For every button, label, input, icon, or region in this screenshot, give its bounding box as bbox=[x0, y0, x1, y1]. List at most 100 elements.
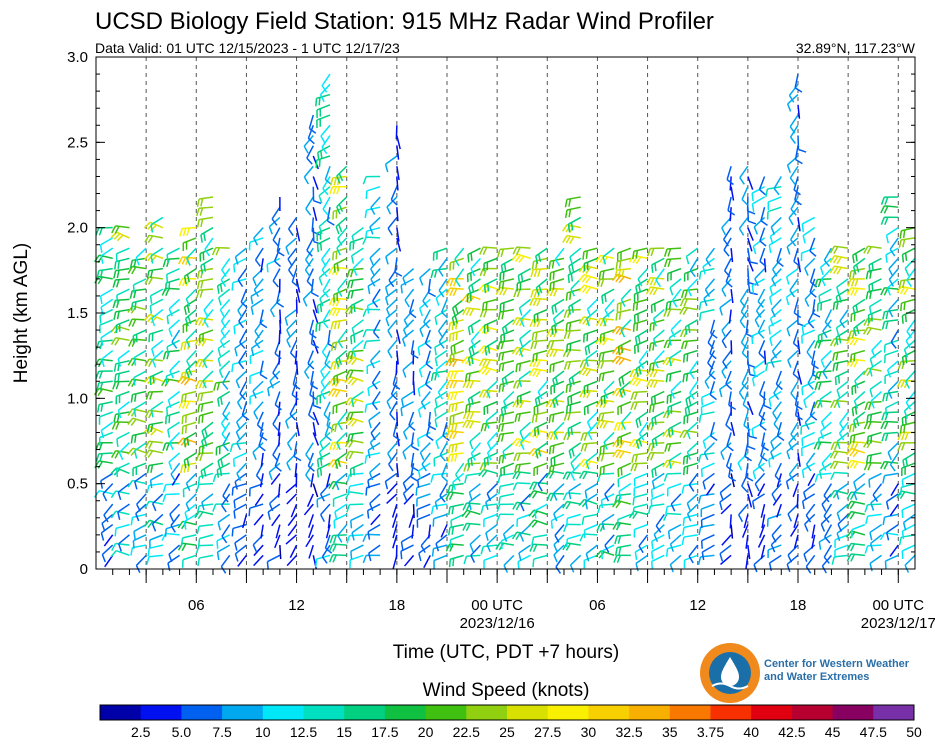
wind-barb-staff bbox=[520, 309, 532, 321]
wind-barb-staff bbox=[852, 401, 866, 409]
wind-barb-flag bbox=[181, 415, 184, 425]
colorbar-label: 15 bbox=[336, 724, 352, 740]
wind-barb-flag bbox=[565, 518, 569, 527]
wind-barb-staff bbox=[322, 309, 331, 323]
wind-barb-flag bbox=[530, 341, 535, 350]
wind-barb-flag bbox=[620, 345, 624, 354]
wind-barb-flag bbox=[511, 253, 518, 261]
wind-barb-flag bbox=[597, 474, 601, 483]
wind-barb-flag bbox=[480, 505, 484, 514]
wind-barb-staff bbox=[758, 176, 766, 190]
wind-barb-flag bbox=[350, 255, 355, 264]
wind-barb-flag bbox=[135, 257, 140, 266]
colorbar-swatch bbox=[344, 705, 386, 720]
wind-barb-flag bbox=[868, 306, 872, 315]
wind-barb-staff bbox=[890, 483, 899, 497]
wind-barb-flag bbox=[450, 392, 454, 401]
wind-barb-staff bbox=[635, 329, 648, 338]
wind-barb-staff bbox=[700, 411, 715, 416]
wind-barb-flag bbox=[745, 476, 754, 482]
wind-barb-staff bbox=[386, 196, 398, 208]
wind-barb-flag bbox=[899, 425, 903, 434]
wind-barb-staff bbox=[759, 227, 766, 242]
wind-barb-flag bbox=[823, 495, 830, 503]
wind-barb-flag bbox=[832, 255, 839, 264]
y-tick-label: 3.0 bbox=[67, 49, 88, 66]
wind-barb-flag bbox=[863, 245, 869, 254]
wind-barb-flag bbox=[417, 409, 422, 418]
wind-barb-staff bbox=[485, 524, 498, 534]
wind-barb-staff bbox=[667, 544, 682, 550]
wind-barb-flag bbox=[464, 404, 468, 413]
wind-barb-flag bbox=[602, 270, 605, 279]
wind-barb-staff bbox=[149, 534, 164, 541]
wind-barb-flag bbox=[424, 342, 432, 350]
wind-barb-flag bbox=[95, 453, 100, 462]
wind-barb-flag bbox=[303, 371, 310, 380]
wind-barb-flag bbox=[143, 375, 151, 383]
wind-barb-flag bbox=[162, 442, 167, 451]
wind-barb-flag bbox=[196, 281, 200, 290]
wind-barb-staff bbox=[483, 503, 498, 507]
wind-barb-staff bbox=[633, 298, 648, 304]
wind-barb-flag bbox=[221, 535, 228, 544]
wind-barb-staff bbox=[369, 216, 381, 228]
wind-barb-staff bbox=[116, 247, 130, 255]
wind-barb-staff bbox=[267, 503, 281, 513]
wind-barb-flag bbox=[319, 467, 323, 476]
wind-barb-staff bbox=[667, 482, 682, 490]
wind-barb-flag bbox=[531, 491, 538, 499]
wind-barb-staff bbox=[670, 380, 682, 392]
wind-barb-flag bbox=[233, 500, 236, 509]
colorbar-label: 40 bbox=[743, 724, 759, 740]
wind-barb-staff bbox=[683, 429, 698, 434]
wind-barb-flag bbox=[851, 408, 855, 417]
wind-barb-staff bbox=[742, 391, 749, 405]
wind-barb-staff bbox=[408, 411, 415, 426]
wind-barb-flag bbox=[807, 321, 815, 329]
wind-barb-staff bbox=[115, 360, 130, 365]
wind-barb-flag bbox=[724, 270, 731, 278]
colorbar-label: 3.75 bbox=[697, 724, 724, 740]
wind-barb-staff bbox=[683, 306, 698, 311]
wind-barb-flag bbox=[102, 493, 108, 502]
wind-barb-staff bbox=[441, 462, 448, 477]
wind-barb-staff bbox=[683, 288, 698, 292]
wind-barb-flag bbox=[801, 387, 804, 396]
wind-barb-staff bbox=[635, 411, 649, 421]
wind-barb-staff bbox=[633, 247, 648, 252]
wind-barb-flag bbox=[855, 304, 859, 314]
wind-barb-staff bbox=[617, 257, 632, 263]
wind-barb-staff bbox=[148, 500, 164, 505]
wind-barb-flag bbox=[100, 480, 104, 489]
wind-barb-flag bbox=[149, 376, 152, 386]
wind-barb-flag bbox=[668, 337, 672, 346]
wind-barb-flag bbox=[886, 287, 891, 296]
wind-barb-staff bbox=[767, 360, 782, 364]
wind-barb-flag bbox=[196, 393, 200, 402]
wind-barb-staff bbox=[583, 513, 598, 518]
wind-barb-flag bbox=[786, 564, 791, 573]
wind-barb-flag bbox=[902, 239, 906, 248]
wind-barb-flag bbox=[584, 501, 588, 510]
wind-barb-flag bbox=[197, 511, 204, 520]
wind-barb-staff bbox=[99, 411, 113, 418]
wind-barb-staff bbox=[350, 298, 364, 307]
wind-barb-flag bbox=[646, 379, 652, 388]
wind-barb-staff bbox=[767, 196, 782, 203]
wind-barb-flag bbox=[467, 254, 470, 263]
wind-barb-flag bbox=[612, 522, 618, 530]
wind-barb-staff bbox=[417, 339, 431, 349]
wind-barb-flag bbox=[147, 548, 150, 557]
wind-barb-flag bbox=[633, 401, 638, 410]
wind-barb-flag bbox=[585, 250, 589, 259]
wind-barb-flag bbox=[884, 216, 889, 225]
wind-barb-staff bbox=[116, 390, 130, 398]
wind-barb-staff bbox=[417, 431, 431, 440]
wind-barb-staff bbox=[249, 503, 264, 509]
wind-barb-flag bbox=[665, 506, 668, 515]
wind-barb-staff bbox=[115, 308, 130, 313]
wind-barb-staff bbox=[349, 267, 364, 271]
wind-barb-flag bbox=[562, 492, 568, 501]
